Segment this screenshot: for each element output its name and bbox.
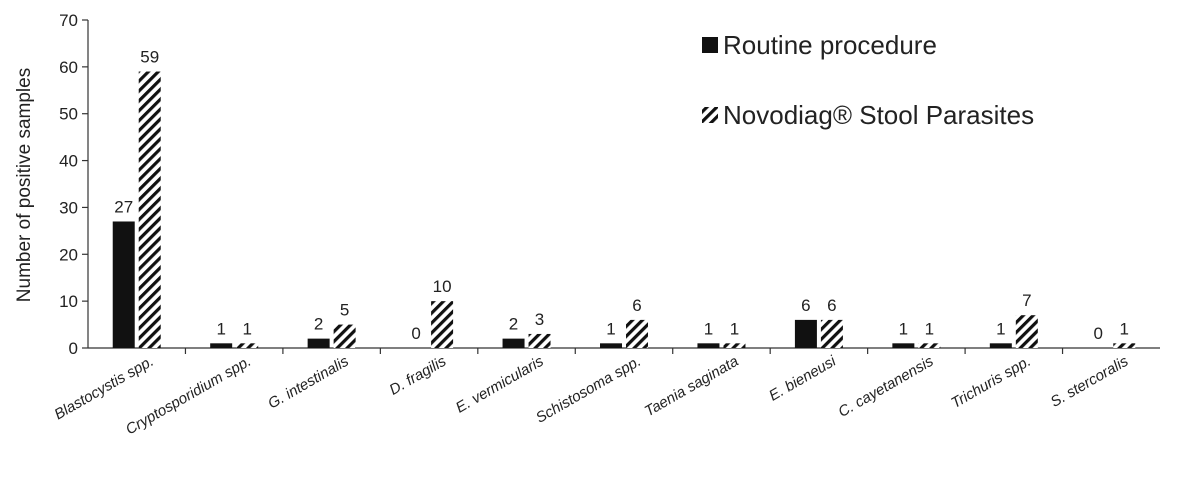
- bar-novodiag: [1113, 343, 1136, 348]
- legend-label-novodiag: Novodiag® Stool Parasites: [723, 100, 1034, 130]
- data-label-routine: 0: [411, 324, 420, 343]
- x-tick-label: G. intestinalis: [265, 352, 352, 412]
- bar-novodiag: [1015, 315, 1038, 348]
- y-axis-title: Number of positive samples: [14, 68, 35, 302]
- legend: Routine procedure Novodiag® Stool Parasi…: [702, 30, 1034, 130]
- data-label-routine: 0: [1094, 324, 1103, 343]
- bar-routine: [112, 221, 135, 348]
- bar-routine: [794, 319, 817, 348]
- bar-routine: [989, 343, 1012, 348]
- y-tick-label: 40: [59, 152, 78, 171]
- x-tick-label: Trichuris spp.: [948, 353, 1034, 412]
- data-label-routine: 1: [996, 319, 1005, 338]
- x-tick-label: C. cayetanensis: [835, 352, 936, 420]
- bar-routine: [600, 343, 622, 348]
- data-label-novodiag: 1: [730, 319, 739, 338]
- y-tick-label: 10: [59, 292, 78, 311]
- data-label-routine: 1: [606, 319, 615, 338]
- data-label-novodiag: 59: [140, 48, 159, 67]
- y-tick-label: 70: [59, 11, 78, 30]
- bar-routine: [210, 343, 233, 348]
- bar-novodiag: [528, 333, 551, 348]
- y-tick-label: 20: [59, 245, 78, 264]
- x-tick-label: E. bieneusi: [766, 352, 839, 404]
- data-label-novodiag: 7: [1022, 291, 1031, 310]
- data-label-novodiag: 3: [535, 310, 544, 329]
- data-label-routine: 1: [899, 319, 908, 338]
- data-label-novodiag: 5: [340, 301, 349, 320]
- data-label-novodiag: 6: [827, 296, 836, 315]
- bars: [112, 71, 1136, 349]
- data-label-novodiag: 1: [925, 319, 934, 338]
- x-tick-label: S. stercoralis: [1048, 352, 1132, 410]
- x-tick-label: Taenia saginata: [642, 353, 742, 420]
- data-label-novodiag: 10: [433, 277, 452, 296]
- x-tick-label: D. fragilis: [386, 352, 449, 398]
- data-label-novodiag: 1: [1120, 319, 1129, 338]
- legend-swatch-routine: [702, 37, 718, 53]
- bar-novodiag: [138, 71, 161, 349]
- bar-routine: [892, 343, 915, 348]
- x-axis: Blastocystis spp.Cryptosporidium spp. G. …: [51, 347, 1160, 438]
- bar-novodiag: [333, 324, 356, 348]
- data-label-novodiag: 1: [242, 319, 251, 338]
- y-tick-label: 60: [59, 58, 78, 77]
- data-label-novodiag: 6: [632, 296, 641, 315]
- bar-novodiag: [626, 319, 648, 348]
- x-tick-label: Schistosoma spp.: [533, 353, 644, 427]
- y-tick-label: 30: [59, 198, 78, 217]
- bar-novodiag: [236, 343, 259, 348]
- data-label-routine: 1: [704, 319, 713, 338]
- y-axis: 0 10 20 30 40 50 60 70: [59, 11, 89, 358]
- bar-novodiag: [820, 319, 843, 348]
- bar-routine: [697, 343, 720, 348]
- y-tick-label: 0: [69, 339, 78, 358]
- data-label-routine: 1: [216, 319, 225, 338]
- legend-label-routine: Routine procedure: [723, 30, 937, 60]
- bar-novodiag: [431, 301, 454, 348]
- legend-swatch-novodiag: [702, 107, 718, 123]
- y-tick-label: 50: [59, 105, 78, 124]
- data-label-routine: 6: [801, 296, 810, 315]
- bar-routine: [307, 338, 330, 348]
- x-tick-label: E. vermicularis: [453, 352, 547, 416]
- data-label-routine: 27: [114, 197, 133, 216]
- bar-novodiag: [723, 343, 746, 348]
- bar-novodiag: [918, 343, 941, 348]
- data-label-routine: 2: [314, 315, 323, 334]
- data-label-routine: 2: [509, 315, 518, 334]
- bar-routine: [502, 338, 525, 348]
